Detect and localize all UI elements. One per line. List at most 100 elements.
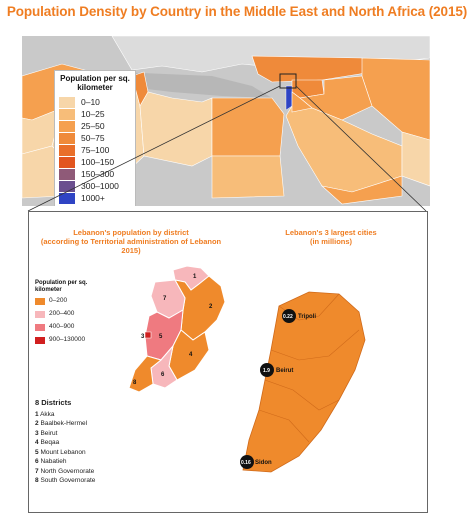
district-legend-label: 200–400 <box>49 310 75 317</box>
main-legend-swatch <box>59 97 75 108</box>
cities-map: 0.22 Tripoli 1.9 Beirut 0.16 Sidon <box>240 291 366 473</box>
main-legend-label: 300–1000 <box>81 181 119 191</box>
main-legend-item: 1000+ <box>59 193 135 205</box>
regional-map: Population per sq. kilometer 0–10 10–25 25… <box>22 36 430 206</box>
main-legend-label: 1000+ <box>81 193 105 203</box>
main-legend-item: 75–100 <box>59 145 135 157</box>
district-num-8: 8 <box>133 380 137 386</box>
district-map: 1 2 3 4 5 6 7 8 <box>128 265 226 393</box>
main-legend-swatch <box>59 193 75 204</box>
main-legend-swatch <box>59 169 75 180</box>
main-legend-item: 300–1000 <box>59 181 135 193</box>
city-value-beirut: 1.9 <box>263 368 270 374</box>
district-legend-title: Population per sq. kilometer <box>35 280 88 293</box>
district-list-name: North Governorate <box>40 467 95 475</box>
district-num-7: 7 <box>163 296 167 302</box>
main-legend: Population per sq. kilometer 0–10 10–25 25… <box>54 70 136 206</box>
main-legend-item: 50–75 <box>59 133 135 145</box>
district-list: 8 Districts 1 Akka 2 Baalbek-Hermel 3 Beir… <box>35 398 95 486</box>
egypt-shape <box>211 97 285 157</box>
district-legend-swatch <box>35 324 45 331</box>
libya-shape <box>139 91 213 167</box>
district-legend-item: 0–200 <box>35 296 105 307</box>
main-legend-swatch <box>59 181 75 192</box>
main-legend-item: 25–50 <box>59 121 135 133</box>
district-list-num: 7 <box>35 467 39 475</box>
district-list-num: 8 <box>35 477 39 484</box>
district-list-item: 8 South Governorate <box>35 476 95 486</box>
district-list-name: Nabatieh <box>40 458 67 465</box>
main-legend-label: 100–150 <box>81 157 115 167</box>
city-marker-sidon <box>240 455 254 469</box>
district-list-title: 8 Districts <box>35 398 72 407</box>
district-list-item: 1 Akka <box>35 410 95 420</box>
district-num-4: 4 <box>189 352 193 358</box>
district-num-3: 3 <box>141 334 145 340</box>
main-legend-item: 100–150 <box>59 157 135 169</box>
district-list-name: Beqaa <box>40 439 60 446</box>
main-legend-label: 150–300 <box>81 169 115 179</box>
main-legend-item: 150–300 <box>59 169 135 181</box>
levant-shape <box>285 85 293 111</box>
district-list-num: 4 <box>35 439 39 446</box>
district-num-1: 1 <box>193 274 197 280</box>
lebanon-inset: Lebanon's population by district (accord… <box>28 211 428 513</box>
district-south-governorate <box>128 355 163 393</box>
district-legend-swatch <box>35 298 45 305</box>
district-list-name: Beirut <box>40 429 58 437</box>
district-legend-item: 900–130000 <box>35 335 105 346</box>
main-legend-title: Population per sq. kilometer <box>60 74 130 92</box>
main-legend-label: 25–50 <box>81 121 105 131</box>
map-title: Population Density by Country in the Mid… <box>6 4 468 19</box>
district-list-item: 7 North Governorate <box>35 467 95 477</box>
city-name-sidon: Sidon <box>255 460 272 466</box>
district-legend-swatch <box>35 337 45 344</box>
main-legend-label: 50–75 <box>81 133 105 143</box>
district-list-item: 4 Beqaa <box>35 438 95 448</box>
district-list-name: Mount Lebanon <box>40 448 86 456</box>
district-list-num: 3 <box>35 429 39 437</box>
main-legend-item: 10–25 <box>59 109 135 121</box>
district-legend-swatch <box>35 311 45 318</box>
district-legend-item: 200–400 <box>35 309 105 320</box>
district-legend-item: 400–900 <box>35 322 105 333</box>
city-marker-beirut <box>260 363 274 377</box>
main-legend-label: 10–25 <box>81 109 105 119</box>
sudan-shape <box>211 155 285 199</box>
city-value-sidon: 0.16 <box>241 460 251 466</box>
district-num-5: 5 <box>159 334 163 340</box>
district-legend-label: 0–200 <box>49 297 68 304</box>
district-legend-label: 400–900 <box>49 323 75 330</box>
left-heading: Lebanon's population by district (accord… <box>40 228 222 255</box>
district-list-name: Baalbek-Hermel <box>40 420 88 427</box>
city-marker-tripoli <box>282 309 296 323</box>
right-heading: Lebanon's 3 largest cities (in millions) <box>285 228 377 246</box>
district-list-name: South Governorate <box>40 477 96 484</box>
district-legend-label: 900–130000 <box>49 336 86 343</box>
district-legend: Population per sq. kilometer 0–200 200–40… <box>35 280 105 346</box>
district-beirut <box>144 331 152 339</box>
main-legend-swatch <box>59 145 75 156</box>
district-list-item: 3 Beirut <box>35 429 95 439</box>
district-num-2: 2 <box>209 304 213 310</box>
district-list-num: 1 <box>35 410 39 418</box>
district-list-name: Akka <box>40 410 55 418</box>
main-legend-label: 0–10 <box>81 97 100 107</box>
main-legend-swatch <box>59 121 75 132</box>
district-list-item: 6 Nabatieh <box>35 457 95 467</box>
main-legend-swatch <box>59 133 75 144</box>
main-legend-item: 0–10 <box>59 97 135 109</box>
district-list-item: 5 Mount Lebanon <box>35 448 95 458</box>
main-legend-label: 75–100 <box>81 145 110 155</box>
district-list-num: 6 <box>35 458 39 465</box>
city-name-beirut: Beirut <box>276 368 293 374</box>
district-list-item: 2 Baalbek-Hermel <box>35 419 95 429</box>
main-legend-swatch <box>59 157 75 168</box>
lebanon-outline <box>242 291 366 473</box>
district-num-6: 6 <box>161 372 165 378</box>
lebanon-highlight-box <box>279 73 297 89</box>
city-value-tripoli: 0.22 <box>283 314 293 320</box>
main-legend-swatch <box>59 109 75 120</box>
district-list-num: 5 <box>35 448 39 456</box>
district-list-num: 2 <box>35 420 39 427</box>
